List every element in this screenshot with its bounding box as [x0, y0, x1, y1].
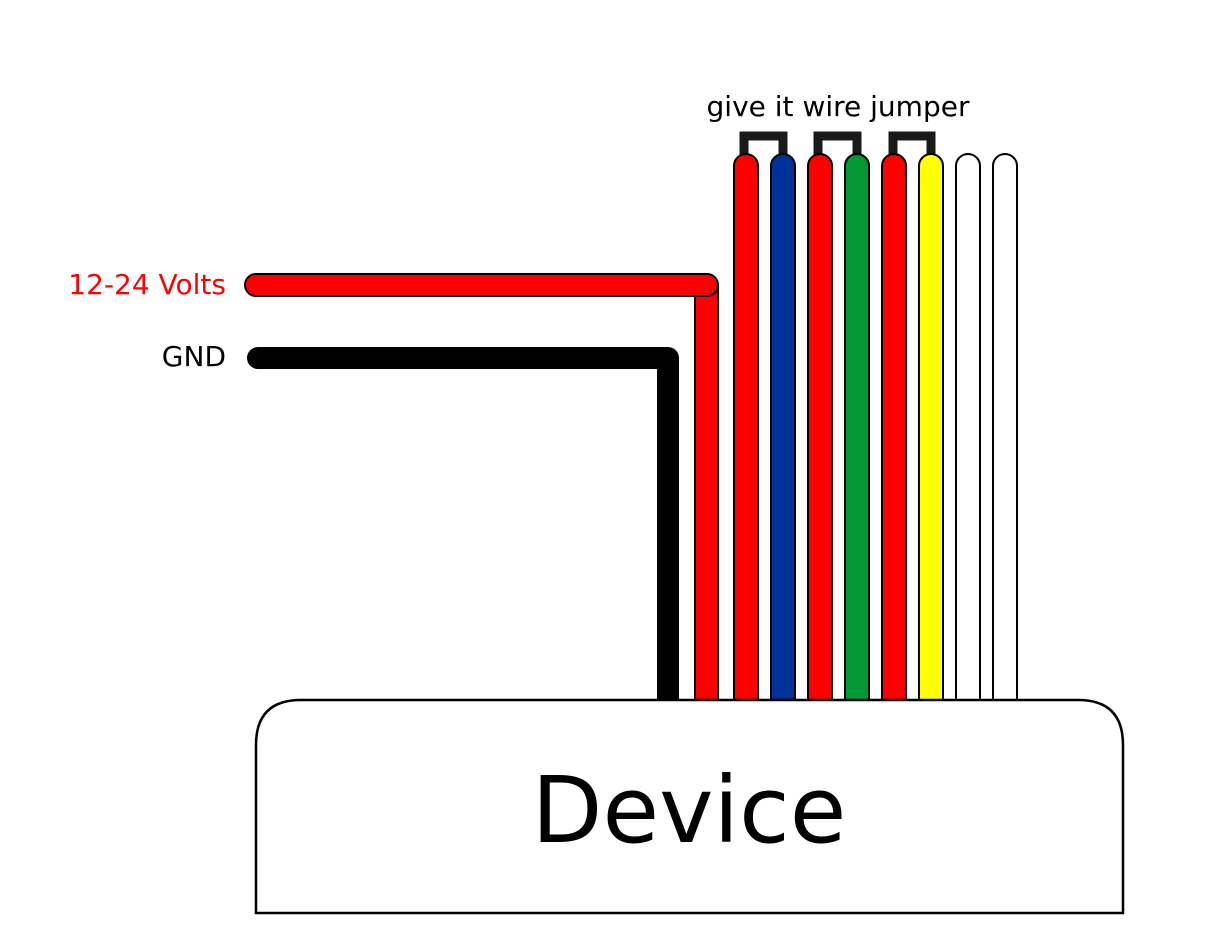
jumper-loops [739, 131, 936, 158]
wire-red-2 [807, 153, 833, 706]
wire-white-1 [955, 153, 981, 706]
device-box [254, 698, 1125, 915]
wire-blue [770, 153, 796, 706]
jumper-3 [888, 131, 936, 158]
device-label: Device [532, 757, 847, 864]
wire-yellow [918, 153, 944, 706]
jumper-note: give it wire jumper [707, 90, 970, 123]
power-wire [244, 273, 719, 706]
wire-green [844, 153, 870, 706]
wire-red-3 [881, 153, 907, 706]
jumper-2 [813, 131, 862, 158]
gnd-label: GND [162, 340, 226, 373]
signal-wires [733, 153, 1018, 706]
gnd-wire [247, 347, 679, 711]
volts-label: 12-24 Volts [68, 268, 226, 301]
wire-red-1 [733, 153, 759, 706]
wire-white-2 [992, 153, 1018, 706]
jumper-1 [739, 131, 788, 158]
